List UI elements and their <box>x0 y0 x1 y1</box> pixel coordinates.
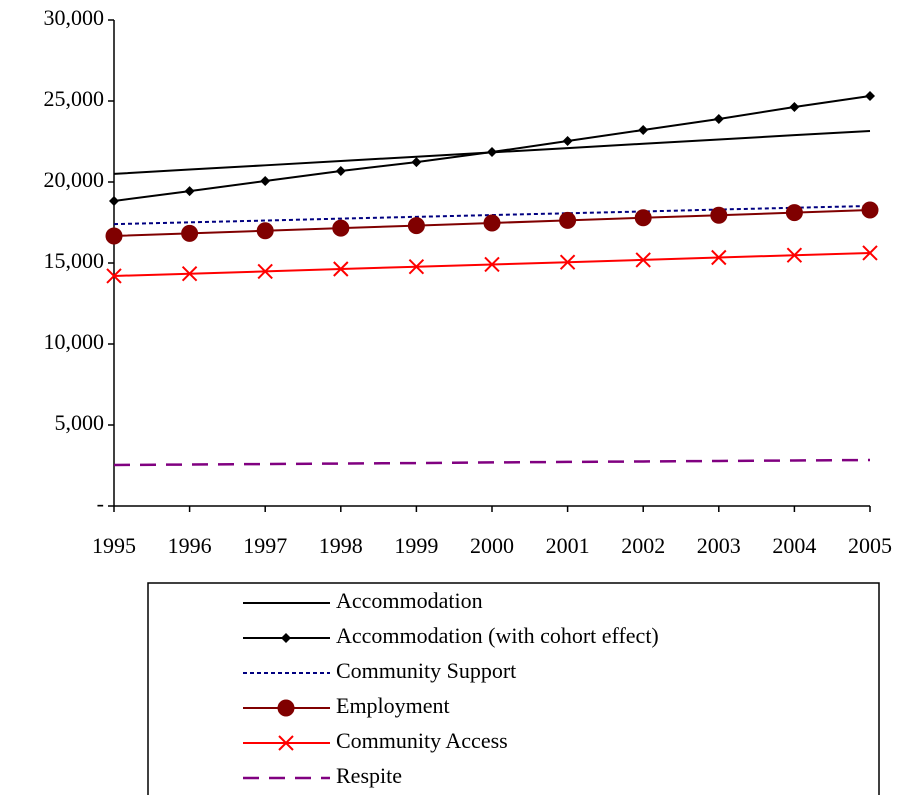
x-tick-label: 1997 <box>243 533 287 558</box>
data-point <box>713 113 724 124</box>
x-tick-label: 1998 <box>319 533 363 558</box>
data-point <box>862 245 878 261</box>
data-point <box>260 176 271 187</box>
data-point <box>181 224 199 242</box>
data-point <box>710 206 728 224</box>
data-point <box>109 195 119 206</box>
data-point <box>638 124 649 135</box>
data-point <box>105 227 123 245</box>
data-point <box>106 268 122 284</box>
x-tick-label: 2005 <box>848 533 892 558</box>
data-point <box>181 265 198 282</box>
data-point <box>483 214 501 232</box>
data-point <box>865 90 875 101</box>
data-point <box>484 256 500 273</box>
data-point <box>711 249 727 266</box>
data-point <box>785 204 803 222</box>
x-tick-label: 2002 <box>621 533 665 558</box>
y-tick-label: 30,000 <box>44 5 105 30</box>
data-point <box>335 165 346 176</box>
legend-marker <box>277 699 295 717</box>
series-line <box>113 458 871 467</box>
data-point <box>408 259 425 275</box>
data-point <box>634 209 652 227</box>
x-tick-label: 2003 <box>697 533 741 558</box>
data-point <box>786 247 803 263</box>
legend-marker <box>281 633 291 643</box>
y-tick-label: 20,000 <box>44 167 105 192</box>
x-tick-label: 1995 <box>92 533 136 558</box>
data-point <box>257 263 273 280</box>
x-tick-label: 2000 <box>470 533 514 558</box>
data-point <box>256 222 274 240</box>
data-point <box>562 136 573 147</box>
data-point <box>411 157 422 168</box>
data-point <box>184 186 195 197</box>
data-point <box>333 261 349 277</box>
x-tick-label: 2001 <box>546 533 590 558</box>
x-tick-label: 1999 <box>394 533 438 558</box>
y-tick-label: 10,000 <box>44 329 105 354</box>
legend-label: Community Access <box>336 728 508 753</box>
data-point <box>487 147 497 158</box>
legend-marker <box>278 735 294 751</box>
y-tick-label: 25,000 <box>44 86 105 111</box>
legend-box <box>147 582 880 795</box>
data-point <box>332 219 350 237</box>
legend-label: Respite <box>336 763 402 788</box>
y-tick-label: 15,000 <box>44 248 105 273</box>
legend-label: Employment <box>336 693 450 718</box>
y-tick-label: 5,000 <box>55 410 105 435</box>
data-point <box>635 252 651 268</box>
data-point <box>861 201 879 219</box>
x-tick-label: 1996 <box>168 533 212 558</box>
data-point <box>559 211 577 229</box>
legend-label: Accommodation <box>336 588 483 613</box>
data-point <box>559 254 576 270</box>
data-point <box>789 101 800 112</box>
y-tick-label: - <box>97 491 104 516</box>
data-point <box>407 217 425 235</box>
legend-label: Community Support <box>336 658 516 683</box>
legend-label: Accommodation (with cohort effect) <box>336 623 659 648</box>
x-tick-label: 2004 <box>772 533 816 558</box>
